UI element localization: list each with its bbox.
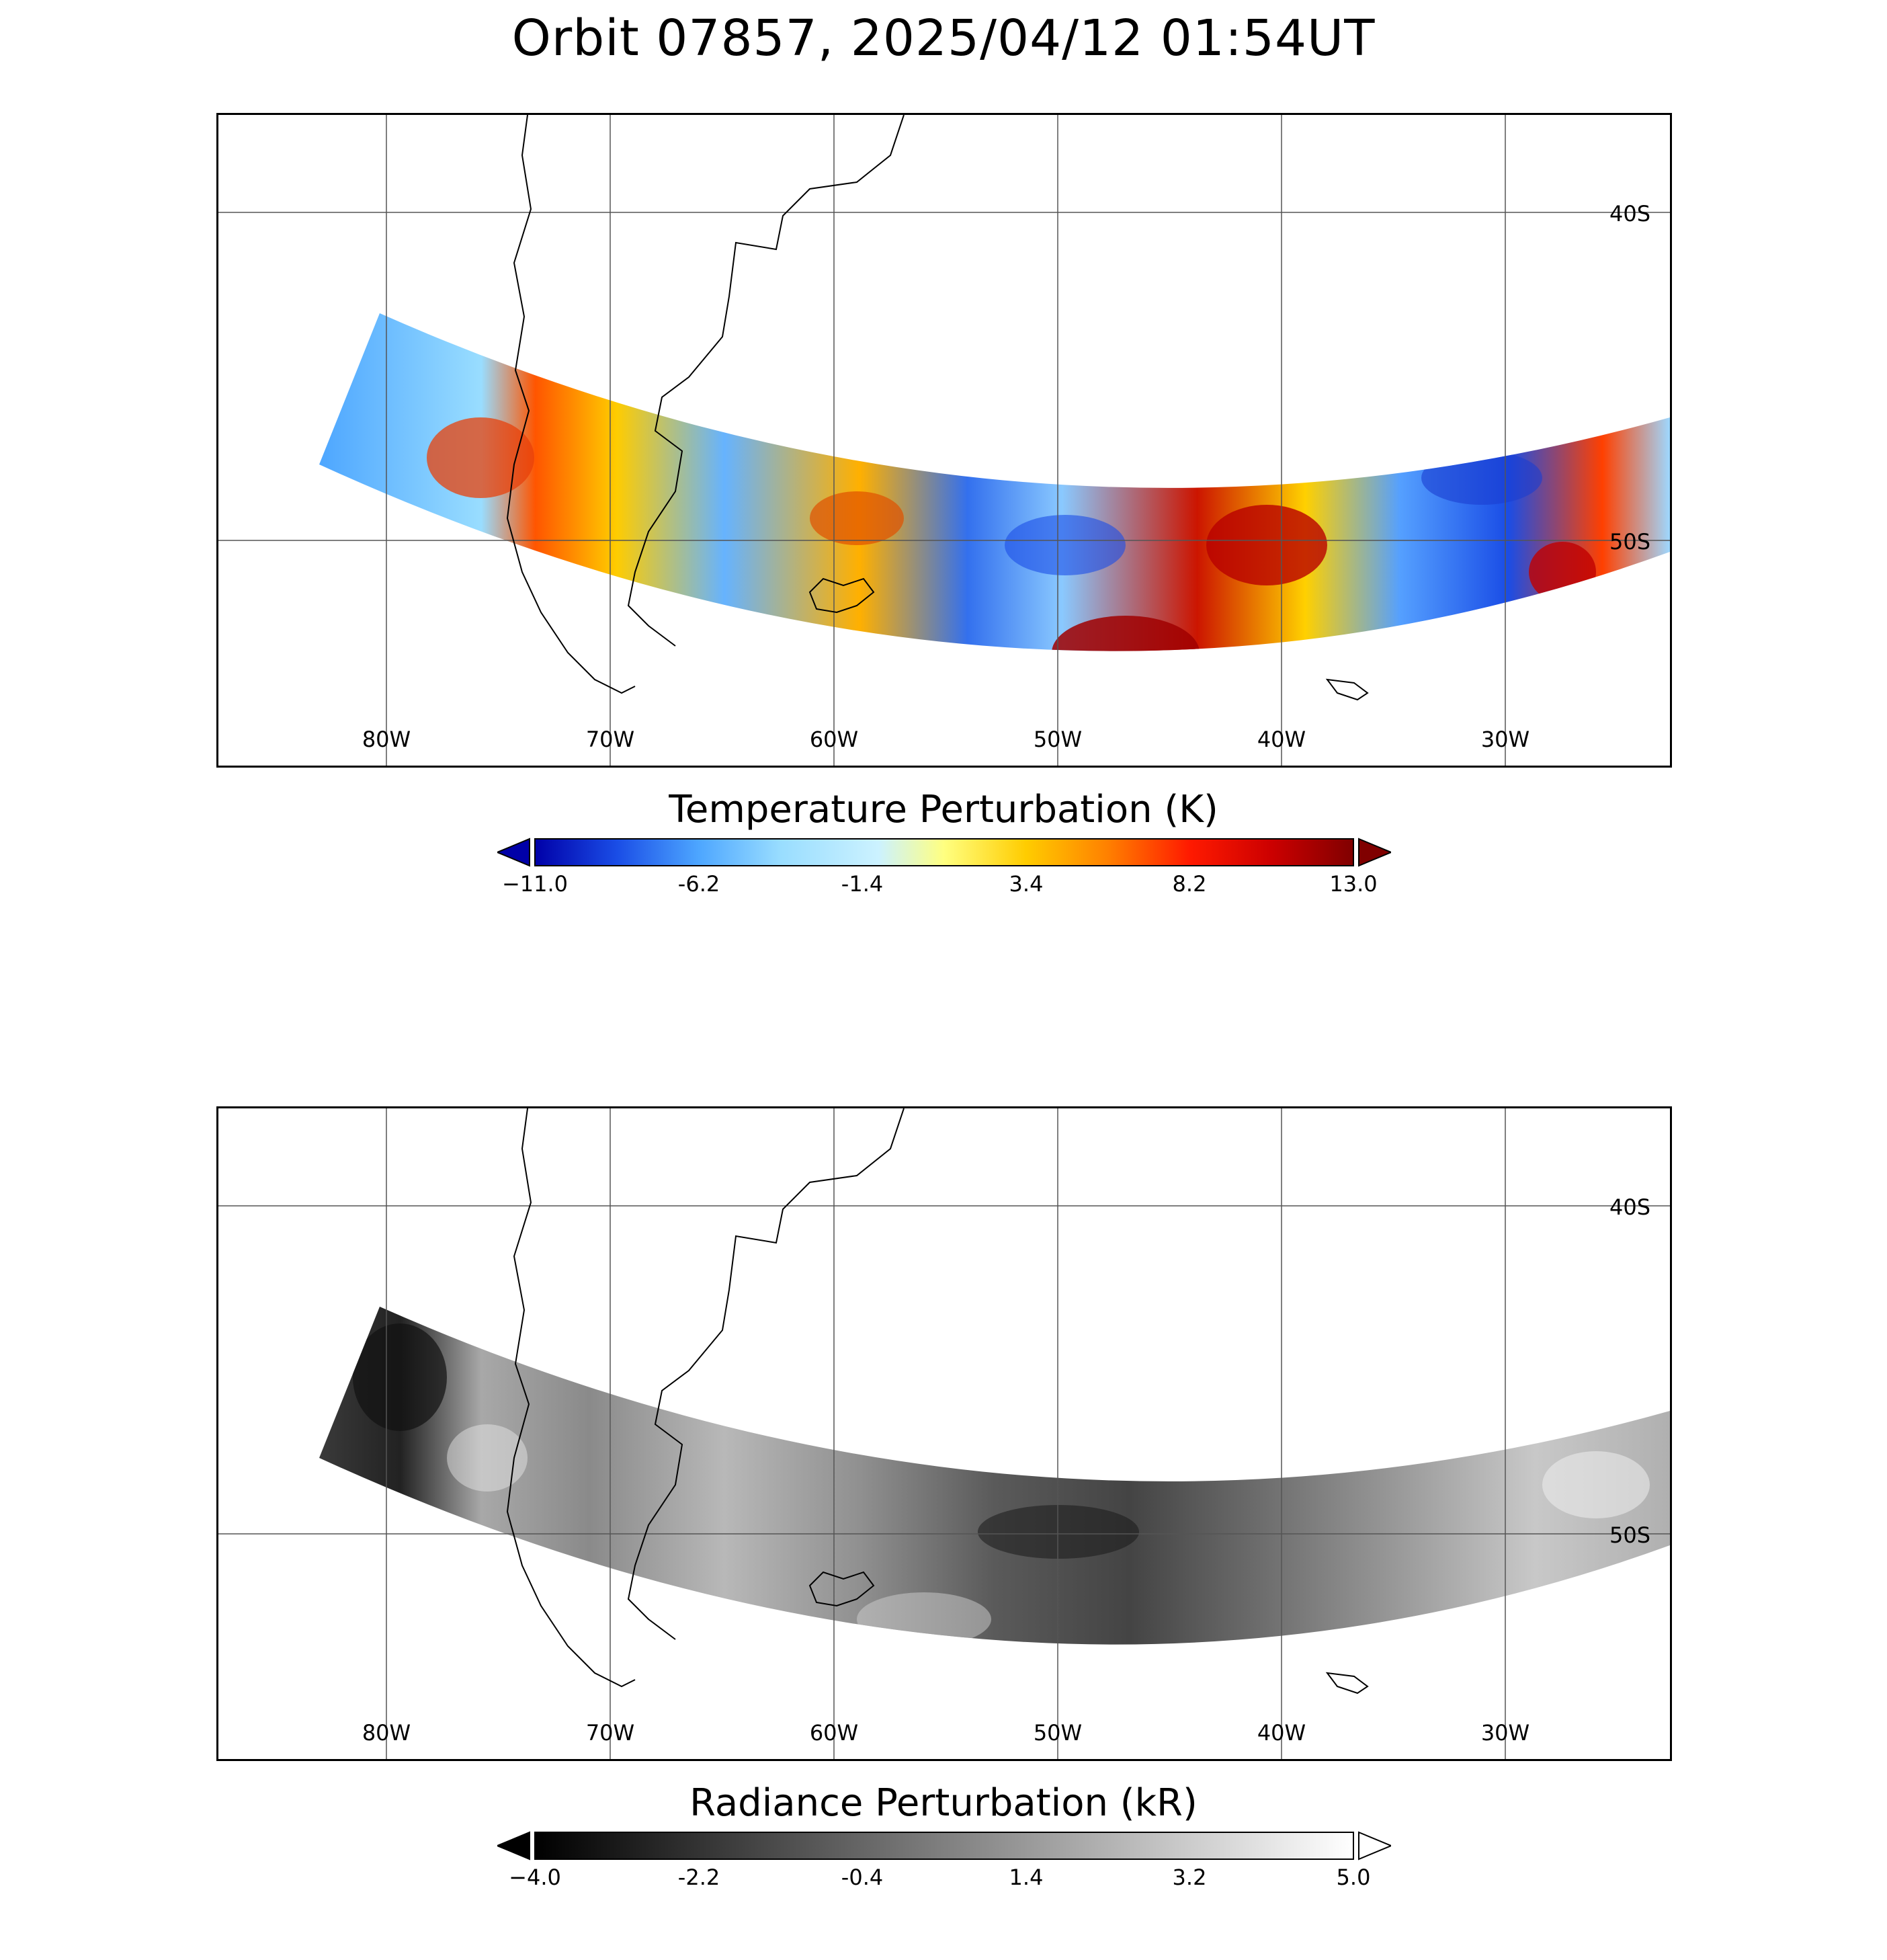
coastline-falklands bbox=[808, 577, 875, 614]
colorbar-gradient bbox=[534, 1832, 1354, 1860]
swath-radiance bbox=[319, 1307, 1670, 1645]
temperature-tick-0: −11.0 bbox=[501, 871, 569, 897]
lon-label-30w: 30W bbox=[1480, 727, 1530, 752]
coastline-falklands bbox=[808, 1571, 875, 1607]
lon-label-70w: 70W bbox=[585, 1720, 635, 1746]
radiance-colorbar bbox=[497, 1830, 1391, 1862]
radiance-anomaly-blobs bbox=[353, 1323, 1650, 1645]
coastline-south-america bbox=[506, 115, 905, 694]
coastline-south-georgia bbox=[1325, 1672, 1369, 1694]
radiance-map-svg bbox=[218, 1108, 1670, 1759]
lon-label-60w: 60W bbox=[809, 1720, 859, 1746]
radiance-tick-5: 5.0 bbox=[1336, 1865, 1371, 1890]
colorbar-extend-high bbox=[1358, 1831, 1391, 1861]
lon-label-40w: 40W bbox=[1257, 1720, 1306, 1746]
lon-label-60w: 60W bbox=[809, 727, 859, 752]
radiance-tick-1: -2.2 bbox=[677, 1865, 720, 1890]
radiance-tick-0: −4.0 bbox=[509, 1865, 561, 1890]
coastline-south-america bbox=[506, 1108, 905, 1688]
lon-label-30w: 30W bbox=[1480, 1720, 1530, 1746]
swath-temperature bbox=[319, 313, 1670, 651]
lon-label-40w: 40W bbox=[1257, 727, 1306, 752]
temperature-tick-5: 13.0 bbox=[1329, 871, 1378, 897]
colorbar-gradient bbox=[534, 838, 1354, 866]
radiance-colorbar-title: Radiance Perturbation (kR) bbox=[689, 1781, 1198, 1825]
temperature-tick-2: -1.4 bbox=[841, 871, 884, 897]
lon-label-70w: 70W bbox=[585, 727, 635, 752]
lat-label-50s: 50S bbox=[1609, 529, 1651, 555]
lon-label-80w: 80W bbox=[362, 1720, 411, 1746]
lat-label-40s: 40S bbox=[1609, 201, 1651, 227]
temperature-colorbar-svg bbox=[497, 838, 1391, 867]
temperature-anomaly-blobs bbox=[427, 417, 1596, 651]
radiance-tick-2: -0.4 bbox=[841, 1865, 884, 1890]
colorbar-extend-low bbox=[497, 1831, 530, 1861]
temperature-tick-1: -6.2 bbox=[677, 871, 720, 897]
temperature-tick-3: 3.4 bbox=[1009, 871, 1044, 897]
lon-label-50w: 50W bbox=[1033, 1720, 1083, 1746]
plot-title: Orbit 07857, 2025/04/12 01:54UT bbox=[511, 9, 1376, 67]
radiance-map-panel: 80W 70W 60W 50W 40W 30W 40S 50S bbox=[216, 1106, 1672, 1761]
temperature-map-panel: 80W 70W 60W 50W 40W 30W 40S 50S bbox=[216, 113, 1672, 768]
radiance-tick-3: 1.4 bbox=[1009, 1865, 1044, 1890]
lat-label-50s: 50S bbox=[1609, 1522, 1651, 1548]
graticule bbox=[218, 1108, 1670, 1759]
temperature-tick-4: 8.2 bbox=[1172, 871, 1207, 897]
lon-label-80w: 80W bbox=[362, 727, 411, 752]
graticule bbox=[218, 115, 1670, 766]
colorbar-extend-low bbox=[497, 838, 530, 867]
temperature-colorbar bbox=[497, 836, 1391, 868]
coastline-south-georgia bbox=[1325, 678, 1369, 701]
colorbar-extend-high bbox=[1358, 838, 1391, 867]
radiance-tick-4: 3.2 bbox=[1172, 1865, 1207, 1890]
lon-label-50w: 50W bbox=[1033, 727, 1083, 752]
lat-label-40s: 40S bbox=[1609, 1194, 1651, 1220]
temperature-colorbar-title: Temperature Perturbation (K) bbox=[669, 788, 1218, 831]
radiance-colorbar-svg bbox=[497, 1831, 1391, 1861]
temperature-map-svg bbox=[218, 115, 1670, 766]
